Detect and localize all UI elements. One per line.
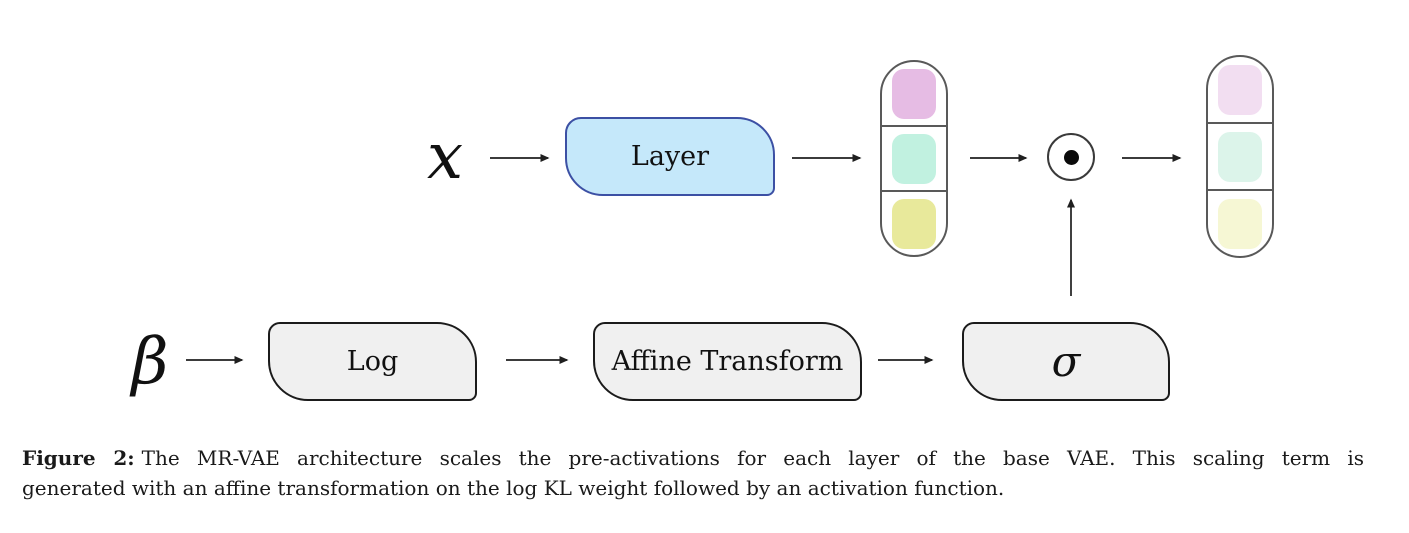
- scaled-activation-cell: [1208, 189, 1272, 256]
- product-dot: [1063, 149, 1079, 165]
- layer-box: Layer: [565, 117, 775, 196]
- input-x-label: x: [426, 120, 464, 194]
- log-box-label: Log: [346, 346, 399, 377]
- input-beta-label: β: [131, 325, 169, 399]
- log-box: Log: [268, 322, 477, 401]
- pre-activation-chip-yellow: [892, 198, 936, 249]
- pre-activations-vector: [880, 60, 948, 257]
- sigma-box-label: σ: [1051, 337, 1081, 386]
- sigma-activation-box: σ: [962, 322, 1170, 401]
- pre-activation-chip-mint: [892, 133, 936, 184]
- elementwise-product-icon: [1047, 133, 1095, 181]
- scaled-activation-cell: [1208, 122, 1272, 189]
- scaled-activation-chip-mint: [1218, 131, 1262, 182]
- pre-activation-chip-pink: [892, 68, 936, 119]
- figure-caption-text2: generated with an affine transformation …: [22, 476, 1005, 500]
- figure-caption-line2: generated with an affine transformation …: [22, 473, 1364, 503]
- layer-box-label: Layer: [630, 141, 710, 172]
- scaled-activation-chip-pink: [1218, 64, 1262, 115]
- pre-activation-cell: [882, 125, 946, 190]
- affine-transform-box-label: Affine Transform: [611, 346, 844, 377]
- figure-caption-label: Figure 2:: [22, 446, 135, 470]
- figure-caption: Figure 2: The MR-VAE architecture scales …: [22, 443, 1364, 503]
- figure-caption-text1: The MR-VAE architecture scales the pre-a…: [141, 446, 1364, 470]
- figure-caption-line1: Figure 2: The MR-VAE architecture scales …: [22, 443, 1364, 473]
- scaled-activation-cell: [1208, 57, 1272, 122]
- affine-transform-box: Affine Transform: [593, 322, 862, 401]
- scaled-activation-chip-yellow: [1218, 198, 1262, 249]
- pre-activation-cell: [882, 62, 946, 125]
- pre-activation-cell: [882, 190, 946, 255]
- scaled-activations-vector: [1206, 55, 1274, 258]
